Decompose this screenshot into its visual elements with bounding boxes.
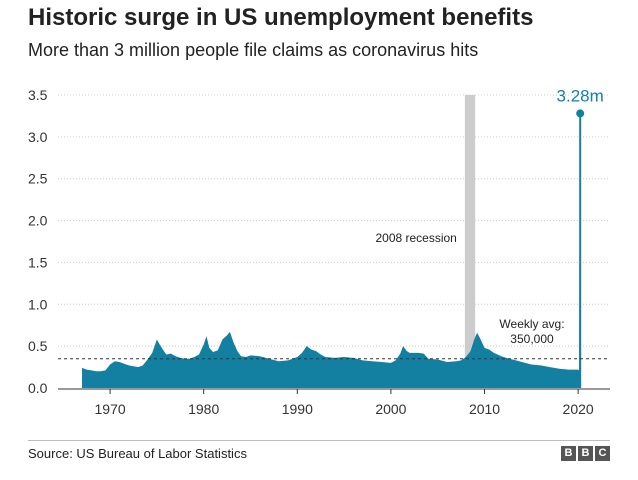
y-tick-label: 0.5	[28, 338, 48, 354]
x-tick-label: 1970	[95, 401, 126, 417]
footer-divider	[28, 440, 610, 441]
logo-letter: B	[561, 446, 576, 461]
average-value-label: 350,000	[510, 332, 554, 346]
y-tick-label: 1.0	[28, 296, 48, 312]
chart-subtitle: More than 3 million people file claims a…	[28, 40, 479, 60]
y-tick-label: 2.5	[28, 171, 48, 187]
bbc-logo: B B C	[561, 446, 610, 461]
y-tick-label: 0.0	[28, 380, 48, 396]
logo-letter: C	[595, 446, 610, 461]
y-tick-label: 3.5	[28, 87, 48, 103]
peak-marker	[576, 109, 585, 118]
unemployment-claims-chart: 0.0 0.5 1.0 1.5 2.0 2.5 3.0 3.5 1970 1980 1990 2000…	[28, 86, 610, 417]
peak-label: 3.28m	[557, 86, 604, 105]
claims-area	[82, 113, 580, 388]
source-note: Source: US Bureau of Labor Statistics	[28, 446, 247, 461]
y-tick-label: 2.0	[28, 213, 48, 229]
average-label: Weekly avg:	[499, 317, 564, 331]
y-tick-label: 3.0	[28, 129, 48, 145]
y-tick-label: 1.5	[28, 254, 48, 270]
x-tick-label: 1980	[188, 401, 219, 417]
x-tick-label: 2000	[375, 401, 406, 417]
chart-title: Historic surge in US unemployment benefi…	[28, 4, 534, 31]
recession-band	[464, 95, 476, 388]
x-tick-label: 1990	[282, 401, 313, 417]
logo-letter: B	[578, 446, 593, 461]
x-tick-label: 2010	[469, 401, 500, 417]
recession-label: 2008 recession	[375, 231, 456, 245]
x-tick-label: 2020	[563, 401, 594, 417]
